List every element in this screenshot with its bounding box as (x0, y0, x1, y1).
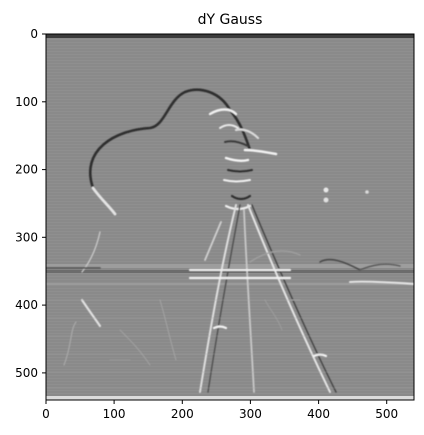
y-axis: 0 100 200 300 400 500 (15, 27, 46, 380)
gradient-image (46, 34, 414, 400)
x-tick-label: 300 (239, 407, 262, 421)
x-tick-label: 200 (171, 407, 194, 421)
y-tick-label: 400 (15, 298, 38, 312)
x-tick-label: 100 (103, 407, 126, 421)
image-title: dY Gauss (198, 12, 263, 28)
y-tick-label: 300 (15, 230, 38, 244)
x-tick-label: 400 (307, 407, 330, 421)
y-tick-label: 100 (15, 95, 38, 109)
axes-frame (45, 33, 415, 401)
y-tick-label: 200 (15, 163, 38, 177)
x-tick-label: 0 (42, 407, 50, 421)
y-tick-label: 500 (15, 366, 38, 380)
x-axis: 0 100 200 300 400 500 (42, 400, 398, 421)
y-tick-label: 0 (30, 27, 38, 41)
x-tick-label: 500 (375, 407, 398, 421)
